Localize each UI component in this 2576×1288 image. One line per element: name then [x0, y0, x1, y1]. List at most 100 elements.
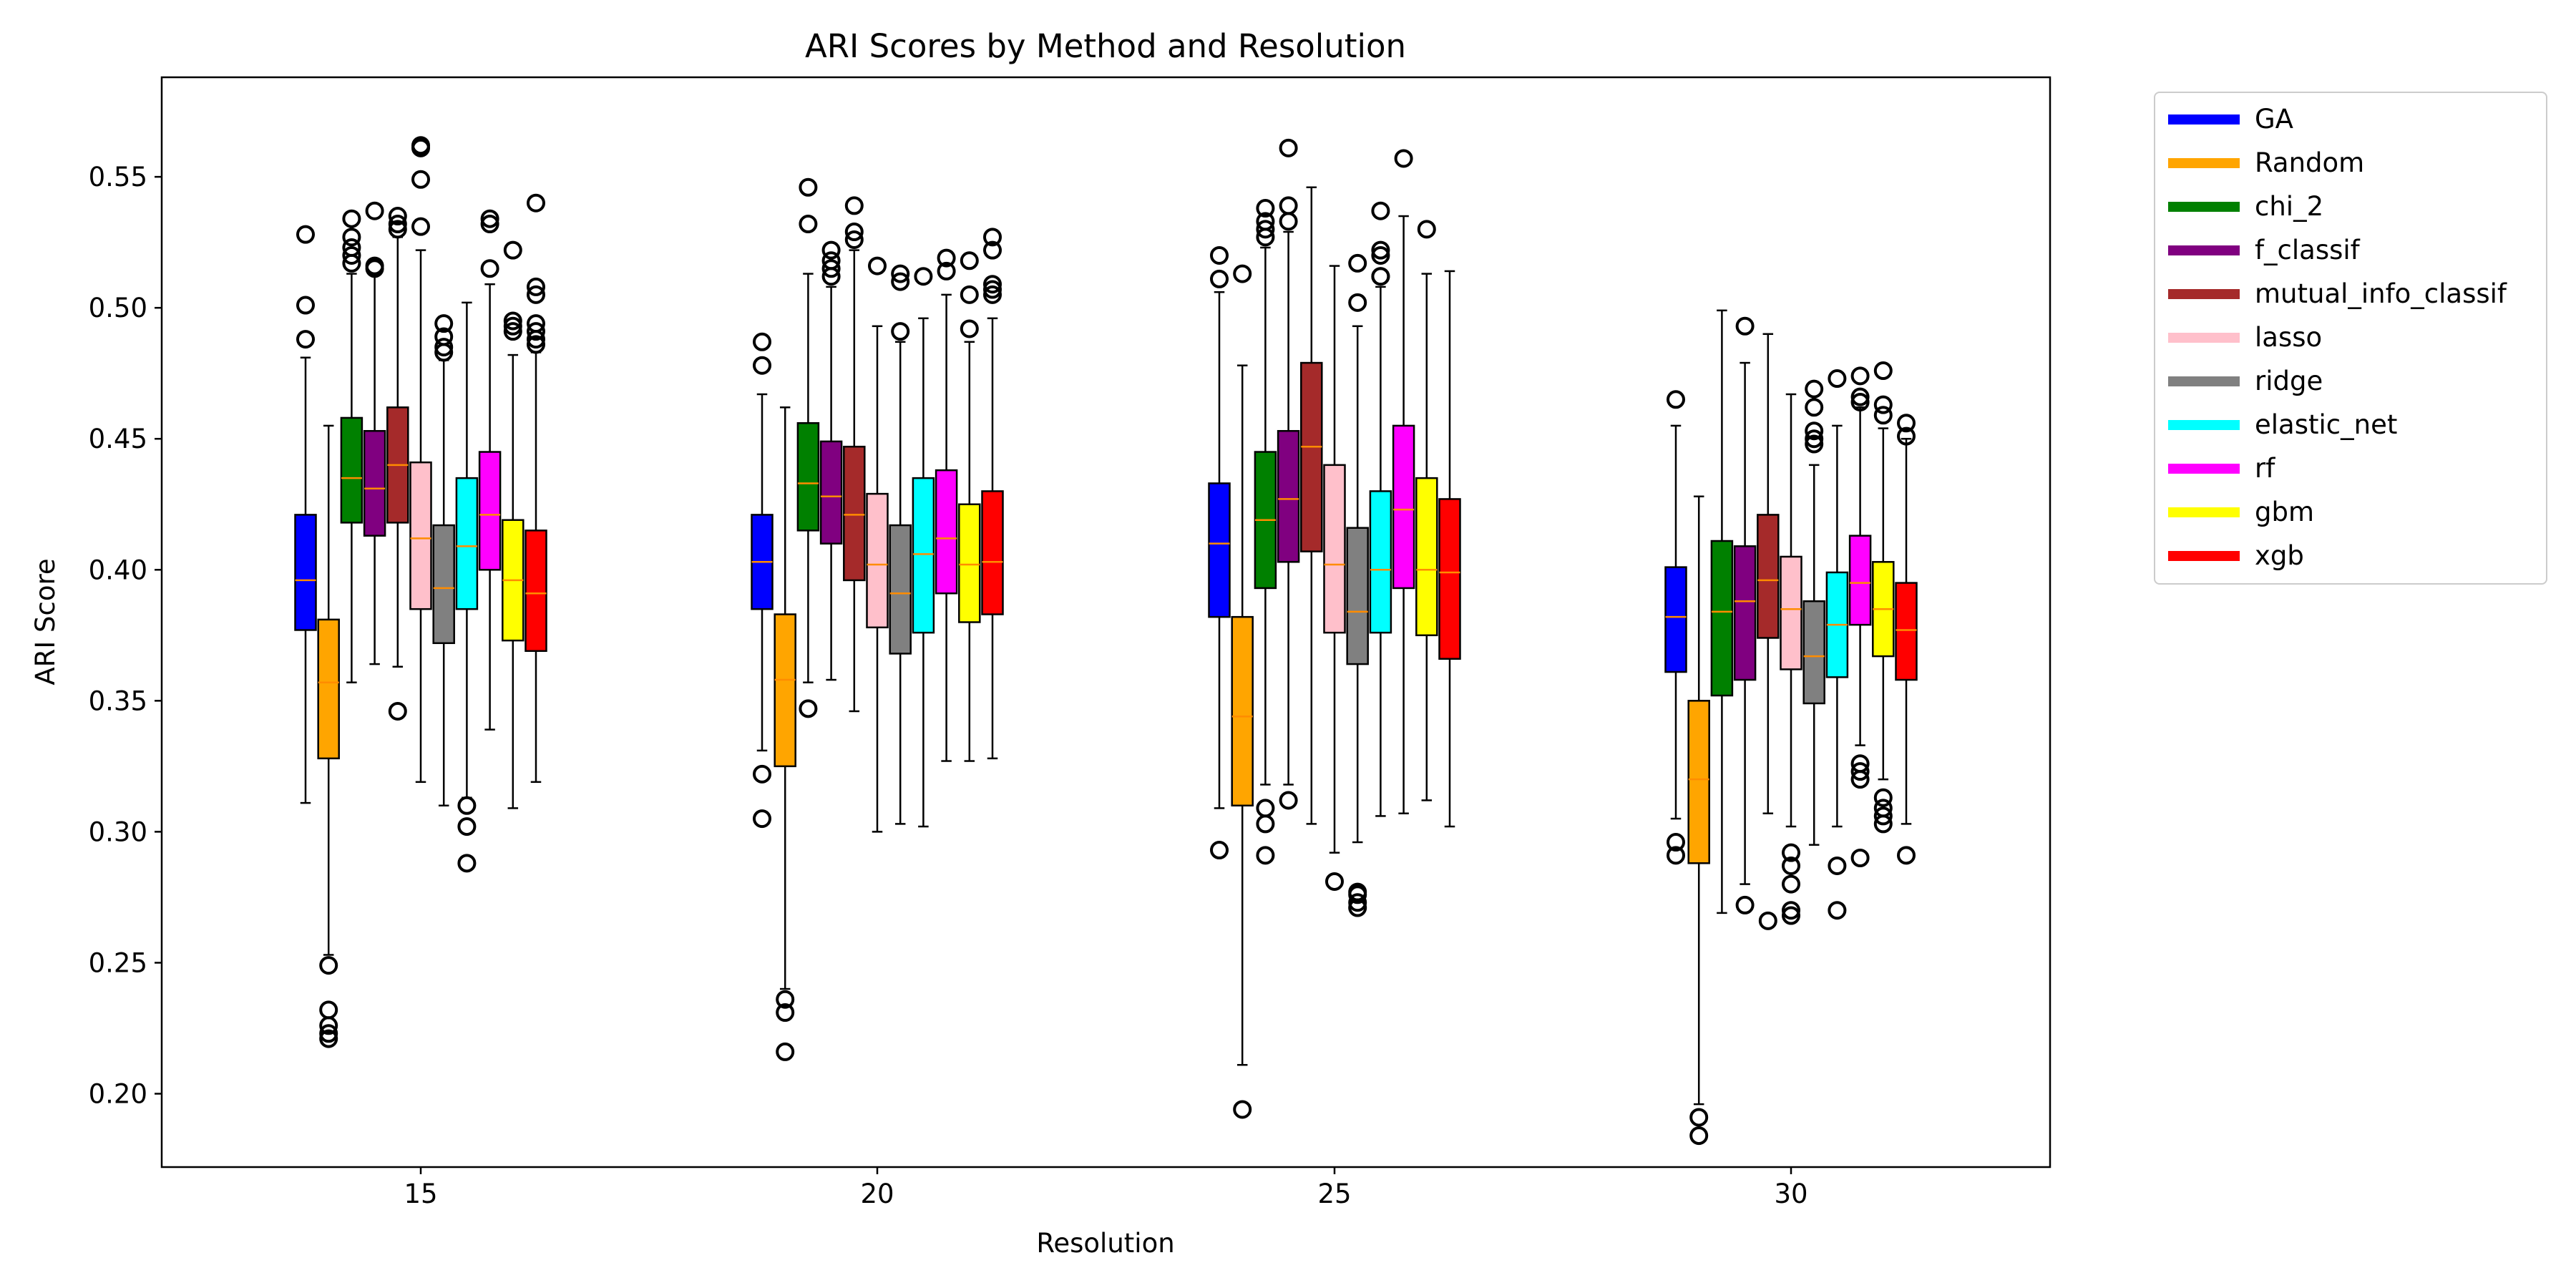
outlier-point	[319, 956, 338, 975]
outlier-point	[1873, 395, 1893, 414]
y-tick-label: 0.40	[89, 555, 147, 585]
legend-label: elastic_net	[2255, 409, 2398, 440]
box-body	[1687, 700, 1710, 864]
box-mutual_info_classif-15	[386, 207, 409, 721]
outlier-point	[1850, 392, 1870, 411]
box-body	[796, 422, 820, 532]
outlier-point	[503, 322, 522, 341]
box-rf-20	[935, 248, 958, 762]
plot-frame	[160, 76, 2051, 1169]
box-body	[340, 416, 364, 524]
legend-item-rf: rf	[2157, 451, 2543, 487]
y-axis-label: ARI Score	[30, 558, 61, 685]
outlier-point	[1348, 893, 1367, 912]
box-gbm-15	[502, 240, 525, 809]
box-rf-25	[1392, 149, 1415, 815]
outlier-point	[388, 220, 407, 239]
outlier-point	[342, 209, 361, 228]
outlier-point	[1850, 366, 1870, 386]
outlier-point	[1850, 762, 1870, 781]
outlier-point	[753, 332, 771, 351]
x-tick-label: 30	[1774, 1179, 1807, 1209]
box-body	[774, 613, 796, 768]
box-mutual_info_classif-30	[1757, 333, 1780, 930]
outlier-point	[960, 251, 979, 270]
box-GA-25	[1208, 245, 1231, 860]
outlier-point	[1850, 754, 1870, 774]
outlier-point	[1233, 264, 1252, 283]
outlier-point	[1782, 874, 1800, 894]
outlier-point	[868, 256, 887, 275]
outlier-point	[983, 275, 1002, 294]
outlier-point	[319, 1024, 338, 1043]
outlier-point	[1873, 361, 1893, 381]
box-chi_2-30	[1710, 309, 1734, 914]
outlier-point	[1394, 149, 1413, 168]
box-body	[525, 530, 547, 653]
box-Random-15	[317, 424, 340, 1048]
box-body	[981, 490, 1004, 615]
box-body	[1415, 477, 1438, 637]
box-xgb-20	[981, 228, 1004, 760]
outlier-point	[1256, 199, 1275, 218]
box-body	[1710, 540, 1734, 697]
box-rf-30	[1848, 366, 1872, 867]
y-tick-label: 0.50	[89, 293, 147, 323]
legend-swatch	[2168, 464, 2240, 474]
y-tick-label: 0.45	[89, 424, 147, 454]
outlier-point	[388, 215, 407, 234]
box-ridge-25	[1346, 253, 1369, 917]
outlier-point	[1279, 138, 1298, 157]
outlier-point	[960, 319, 979, 338]
legend-item-lasso: lasso	[2157, 320, 2543, 356]
legend-item-elastic_net: elastic_net	[2157, 407, 2543, 443]
outlier-point	[1256, 846, 1275, 865]
box-lasso-15	[409, 136, 432, 784]
legend-swatch	[2168, 420, 2240, 430]
outlier-point	[1805, 429, 1824, 449]
box-lasso-25	[1323, 265, 1346, 891]
outlier-point	[1689, 1108, 1709, 1127]
outlier-point	[319, 1000, 338, 1020]
box-body	[958, 503, 981, 623]
outlier-point	[1828, 901, 1847, 920]
outlier-point	[1667, 390, 1685, 409]
outlier-point	[914, 267, 933, 286]
outlier-point	[296, 225, 315, 244]
legend-item-Random: Random	[2157, 145, 2543, 181]
outlier-point	[1256, 799, 1275, 818]
outlier-point	[480, 215, 499, 234]
outlier-point	[1782, 901, 1800, 920]
outlier-point	[1348, 293, 1367, 312]
box-body	[363, 429, 386, 537]
outlier-point	[1279, 196, 1298, 215]
box-body	[819, 440, 843, 545]
outlier-point	[891, 322, 910, 341]
box-body	[935, 469, 958, 595]
y-tick-label: 0.30	[89, 816, 147, 847]
legend-item-f_classif: f_classif	[2157, 233, 2543, 268]
outlier-point	[983, 285, 1002, 304]
outlier-point	[1897, 426, 1916, 446]
box-Random-20	[774, 406, 796, 1061]
outlier-point	[411, 136, 430, 155]
legend-swatch	[2168, 202, 2240, 212]
outlier-point	[480, 259, 499, 278]
outlier-point	[1805, 434, 1824, 454]
outlier-point	[1873, 806, 1893, 826]
outlier-point	[503, 311, 522, 331]
outlier-point	[1782, 843, 1800, 862]
box-body	[1369, 490, 1392, 634]
box-GA-15	[294, 225, 317, 804]
outlier-point	[342, 238, 361, 257]
legend-swatch	[2168, 289, 2240, 299]
outlier-point	[1897, 414, 1916, 433]
x-tick-label: 15	[404, 1179, 437, 1209]
outlier-point	[457, 796, 477, 815]
legend-swatch	[2168, 158, 2240, 168]
outlier-point	[527, 322, 545, 341]
outlier-point	[527, 314, 545, 333]
box-gbm-30	[1872, 361, 1895, 834]
outlier-point	[891, 264, 910, 283]
